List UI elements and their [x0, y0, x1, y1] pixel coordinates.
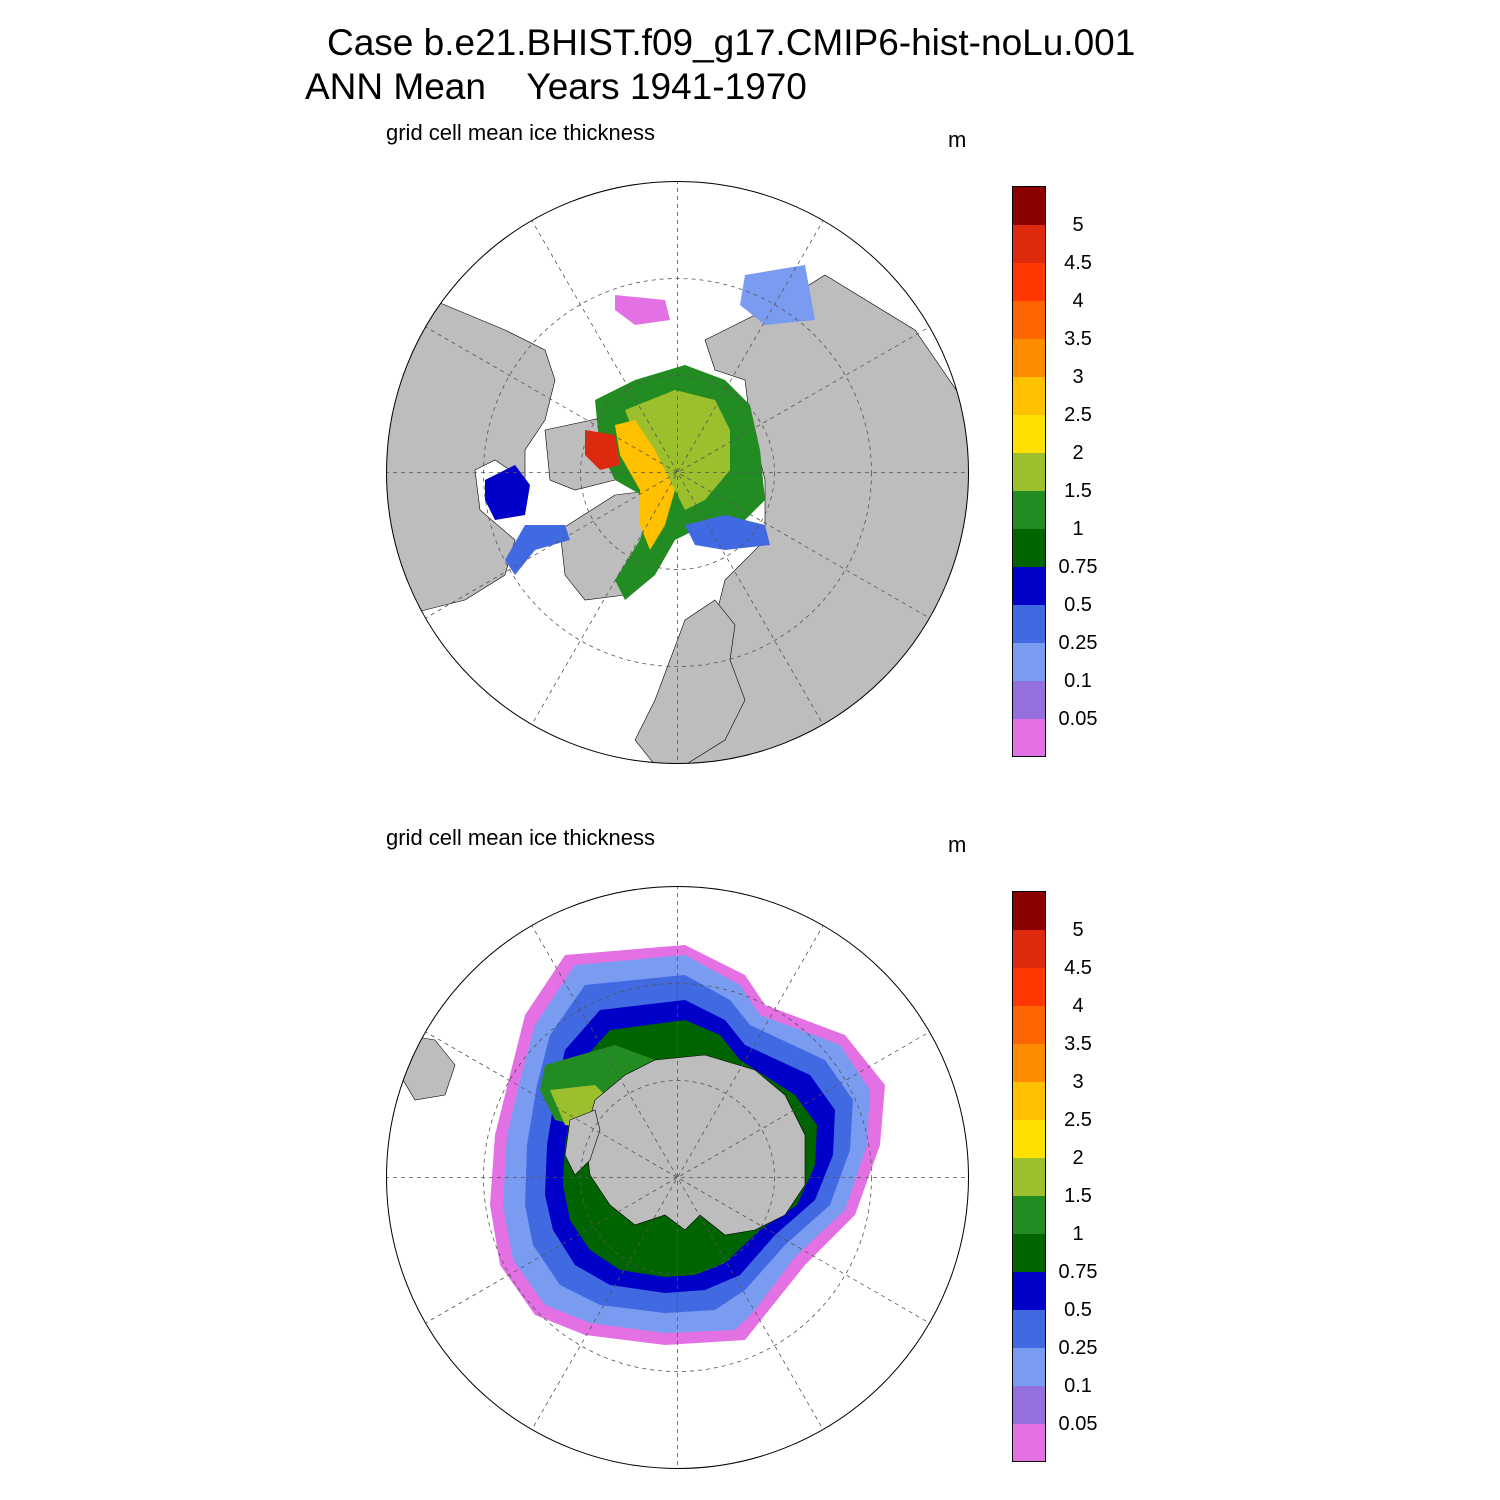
- south-colorbar: [1012, 891, 1046, 1462]
- north-tick-0-75: 0.75: [1058, 556, 1098, 578]
- hudson-bay-ice: [485, 465, 530, 520]
- north-tick-2-5: 2.5: [1064, 404, 1092, 426]
- south-tick-2-5: 2.5: [1064, 1109, 1092, 1131]
- antarctica-land: [584, 1054, 806, 1236]
- south-map-boundary: [386, 886, 969, 1469]
- south-polar-map: [386, 886, 969, 1469]
- north-tick-0-5: 0.5: [1064, 594, 1092, 616]
- north-colorbar: [1012, 186, 1046, 757]
- north-tick-2: 2: [1072, 442, 1084, 464]
- north-tick-4-5: 4.5: [1064, 252, 1092, 274]
- south-tick-1: 1: [1072, 1223, 1084, 1245]
- south-tick-0-05: 0.05: [1058, 1413, 1098, 1435]
- north-tick-0-1: 0.1: [1064, 670, 1092, 692]
- north-america-land: [386, 279, 556, 621]
- bering-ice-fringe: [615, 295, 670, 325]
- north-tick-1: 1: [1072, 518, 1084, 540]
- south-units-label: m: [948, 832, 967, 857]
- north-tick-0-25: 0.25: [1058, 632, 1098, 654]
- north-polar-map: [386, 181, 969, 764]
- north-tick-4: 4: [1072, 290, 1084, 312]
- south-tick-5: 5: [1072, 919, 1084, 941]
- south-graticule: [386, 886, 969, 1469]
- arctic-ice-max: [585, 430, 620, 470]
- south-tick-0-5: 0.5: [1064, 1299, 1092, 1321]
- eurasia-land: [684, 274, 969, 764]
- south-tick-2: 2: [1072, 1147, 1084, 1169]
- north-tick-1-5: 1.5: [1064, 480, 1092, 502]
- okhotsk-ice: [740, 265, 815, 325]
- south-tick-3: 3: [1072, 1071, 1084, 1093]
- barents-ice-edge: [685, 515, 770, 550]
- south-tick-4: 4: [1072, 995, 1084, 1017]
- europe-land: [634, 599, 746, 764]
- arctic-ice-thick: [615, 420, 675, 550]
- north-tick-0-05: 0.05: [1058, 708, 1098, 730]
- north-variable-label: grid cell mean ice thickness: [386, 120, 656, 145]
- south-variable-label: grid cell mean ice thickness: [386, 825, 656, 850]
- north-units-label: m: [948, 127, 967, 152]
- years-label: Years 1941-1970: [526, 66, 807, 107]
- antarctic-peninsula-land: [564, 1109, 601, 1176]
- south-tick-3-5: 3.5: [1064, 1033, 1092, 1055]
- mean-label: ANN Mean: [305, 66, 486, 107]
- south-tick-0-25: 0.25: [1058, 1337, 1098, 1359]
- arctic-ice-olive: [625, 390, 730, 510]
- south-tick-1-5: 1.5: [1064, 1185, 1092, 1207]
- north-tick-5: 5: [1072, 214, 1084, 236]
- north-tick-3: 3: [1072, 366, 1084, 388]
- north-graticule: [386, 181, 969, 764]
- south-tick-4-5: 4.5: [1064, 957, 1092, 979]
- south-tick-0-1: 0.1: [1064, 1375, 1092, 1397]
- case-title: Case b.e21.BHIST.f09_g17.CMIP6-hist-noLu…: [327, 22, 1136, 63]
- period-title: ANN Mean Years 1941-1970: [305, 66, 807, 108]
- south-tick-0-75: 0.75: [1058, 1261, 1098, 1283]
- north-tick-3-5: 3.5: [1064, 328, 1092, 350]
- north-map-boundary: [386, 181, 969, 764]
